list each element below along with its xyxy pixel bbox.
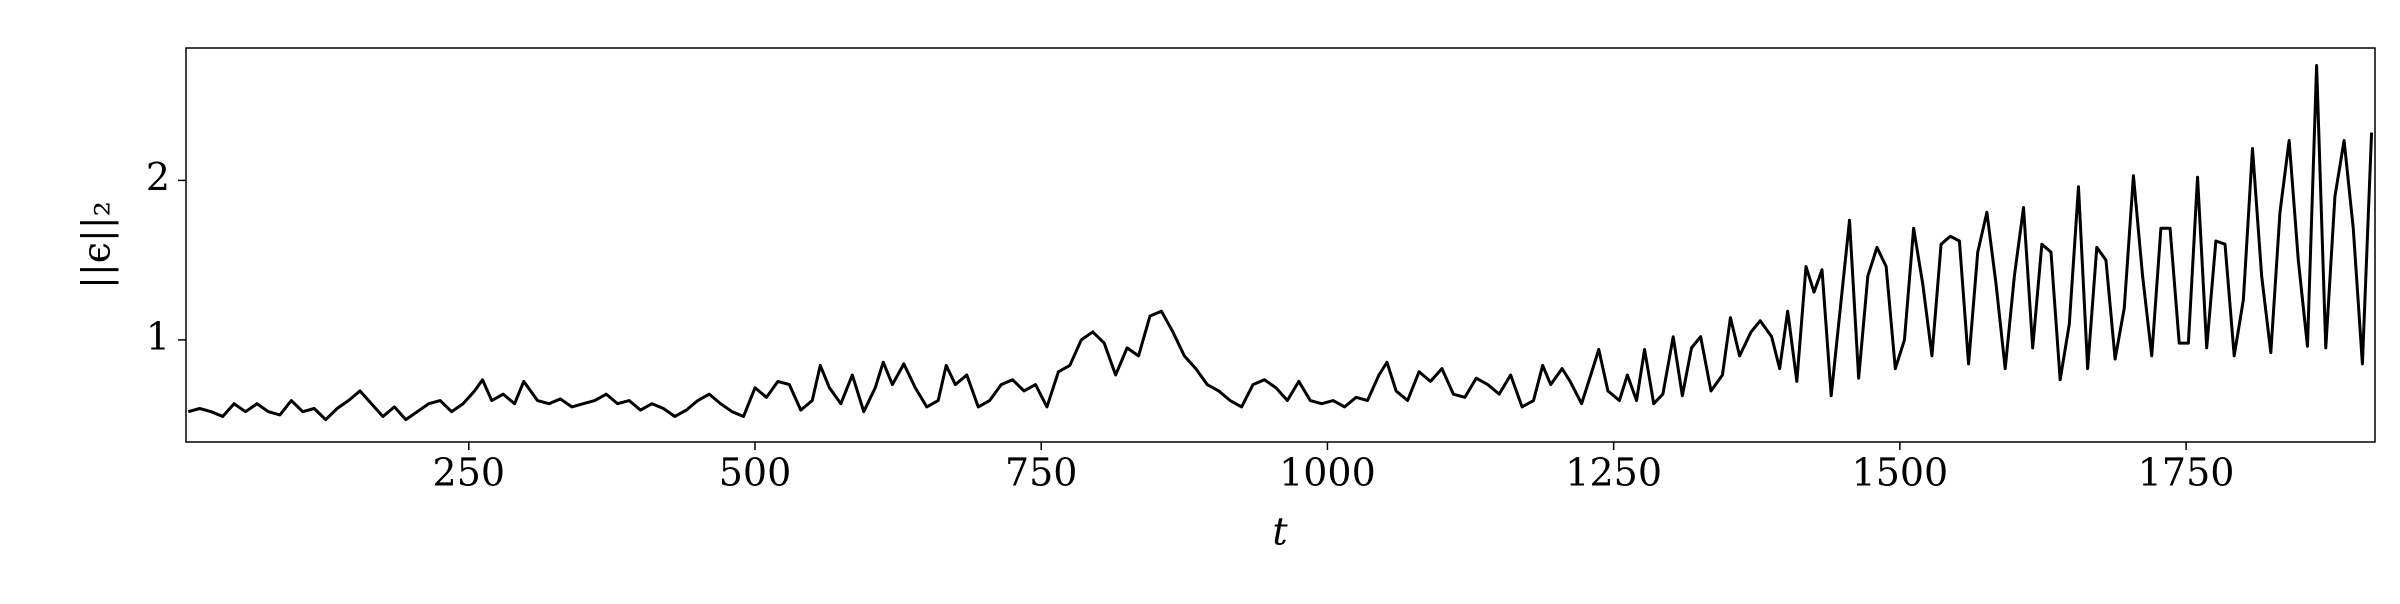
y-tick-label: 2 [146, 155, 170, 199]
x-tick-label: 1500 [1852, 451, 1949, 495]
x-tick-label: 250 [433, 451, 506, 495]
x-tick-label: 1000 [1279, 451, 1376, 495]
y-axis-label: ||ϵ||₂ [75, 201, 119, 289]
x-tick-label: 750 [1005, 451, 1078, 495]
x-axis-label: t [1272, 510, 1288, 554]
x-tick-label: 1250 [1565, 451, 1662, 495]
x-tick-label: 1750 [2138, 451, 2235, 495]
y-tick-label: 1 [146, 314, 170, 358]
x-tick-label: 500 [719, 451, 792, 495]
line-series [187, 64, 2374, 422]
plot-frame [185, 47, 2376, 443]
